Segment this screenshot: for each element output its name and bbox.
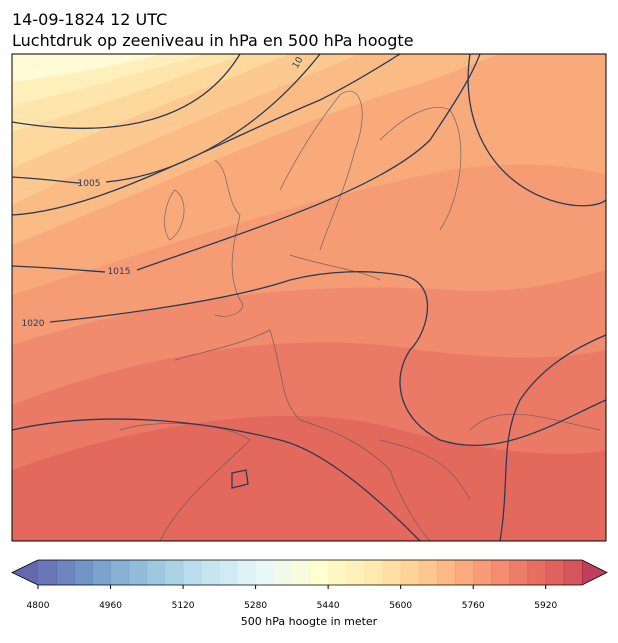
colorbar-extend-low xyxy=(12,560,38,585)
colorbar-segment xyxy=(509,560,529,585)
colorbar-segment xyxy=(545,560,565,585)
colorbar-extend-high xyxy=(582,560,607,585)
colorbar-segment xyxy=(74,560,93,585)
colorbar-segment xyxy=(237,560,257,585)
colorbar-segment xyxy=(364,560,384,585)
colorbar-segment xyxy=(491,560,510,585)
colorbar-tick-label: 4960 xyxy=(99,601,122,611)
map: 1005 1015 1020 10 xyxy=(12,54,606,541)
contour-label: 1020 xyxy=(22,319,45,329)
colorbar-segment xyxy=(219,560,238,585)
colorbar-tick-label: 5760 xyxy=(462,601,485,611)
colorbar-segment xyxy=(563,560,583,585)
colorbar-segment xyxy=(346,560,365,585)
colorbar-segment xyxy=(418,560,438,585)
colorbar-segment xyxy=(164,560,184,585)
colorbar-segment xyxy=(255,560,275,585)
colorbar-label: 500 hPa hoogte in meter xyxy=(241,615,378,628)
map-frame xyxy=(11,53,607,542)
colorbar-tick-label: 5120 xyxy=(172,601,195,611)
colorbar-tick-label: 5440 xyxy=(317,601,340,611)
colorbar-segment xyxy=(328,560,347,585)
colorbar-segment xyxy=(110,560,130,585)
colorbar-segment xyxy=(473,560,492,585)
colorbar-segment xyxy=(146,560,166,585)
colorbar-segment xyxy=(38,560,57,585)
colorbar-segment xyxy=(455,560,474,585)
colorbar-tick-label: 5600 xyxy=(389,601,412,611)
colorbar-segment xyxy=(273,560,293,585)
colorbar-segment xyxy=(527,560,547,585)
colorbar-segment xyxy=(92,560,112,585)
contour-label: 1015 xyxy=(108,267,131,277)
colorbar-segment xyxy=(128,560,148,585)
contour-label: 1005 xyxy=(78,179,101,189)
colorbar-segment xyxy=(436,560,456,585)
colorbar-segment xyxy=(56,560,75,585)
subtitle: Luchtdruk op zeeniveau in hPa en 500 hPa… xyxy=(12,31,414,50)
colorbar-segment xyxy=(310,560,329,585)
colorbar-tick-label: 5280 xyxy=(244,601,267,611)
colorbar: 4800 4960 5120 5280 5440 5600 5760 5920 xyxy=(11,559,608,611)
colorbar-segment xyxy=(382,560,402,585)
colorbar-outline xyxy=(11,559,608,586)
colorbar-tick-label: 5920 xyxy=(534,601,557,611)
colorbar-tick-label: 4800 xyxy=(27,601,50,611)
title: 14-09-1824 12 UTC xyxy=(12,10,167,29)
colorbar-segment xyxy=(291,560,311,585)
colorbar-segment xyxy=(201,560,220,585)
colorbar-segment xyxy=(183,560,202,585)
colorbar-segment xyxy=(400,560,420,585)
